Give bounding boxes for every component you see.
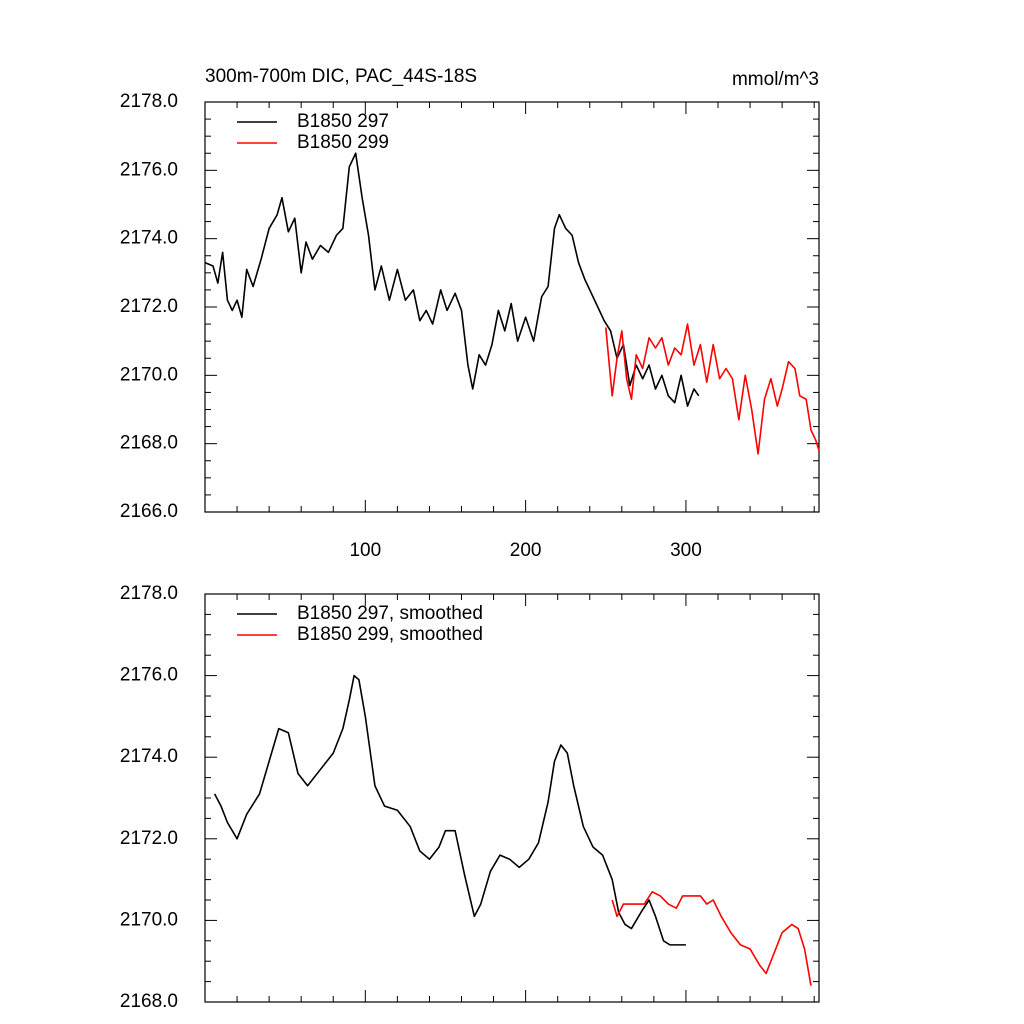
x-tick-label: 200 bbox=[510, 540, 542, 561]
x-tick-label: 100 bbox=[349, 540, 381, 561]
legend-label: B1850 299 bbox=[297, 132, 389, 153]
y-tick-label: 2174.0 bbox=[120, 746, 178, 767]
y-tick-label: 2168.0 bbox=[120, 433, 178, 454]
y-tick-label: 2172.0 bbox=[120, 296, 178, 317]
y-tick-label: 2176.0 bbox=[120, 665, 178, 686]
data-line bbox=[204, 152, 700, 407]
x-tick-label: 300 bbox=[670, 540, 702, 561]
y-tick-label: 2170.0 bbox=[120, 364, 178, 385]
legend-label: B1850 299, smoothed bbox=[297, 624, 483, 645]
y-tick-label: 2170.0 bbox=[120, 909, 178, 930]
legend-label: B1850 297, smoothed bbox=[297, 603, 483, 624]
legend-label: B1850 297 bbox=[297, 111, 389, 132]
y-tick-label: 2178.0 bbox=[120, 91, 178, 112]
units-label: mmol/m^3 bbox=[732, 69, 819, 90]
plot-frame bbox=[204, 593, 820, 1003]
y-tick-label: 2178.0 bbox=[120, 583, 178, 604]
y-tick-label: 2174.0 bbox=[120, 228, 178, 249]
data-line bbox=[611, 891, 812, 986]
y-tick-label: 2172.0 bbox=[120, 828, 178, 849]
y-tick-label: 2166.0 bbox=[120, 501, 178, 522]
y-tick-label: 2176.0 bbox=[120, 159, 178, 180]
data-line bbox=[213, 674, 686, 946]
chart-title: 300m-700m DIC, PAC_44S-18S bbox=[205, 66, 477, 87]
y-tick-label: 2168.0 bbox=[120, 991, 178, 1012]
data-line bbox=[604, 323, 820, 455]
